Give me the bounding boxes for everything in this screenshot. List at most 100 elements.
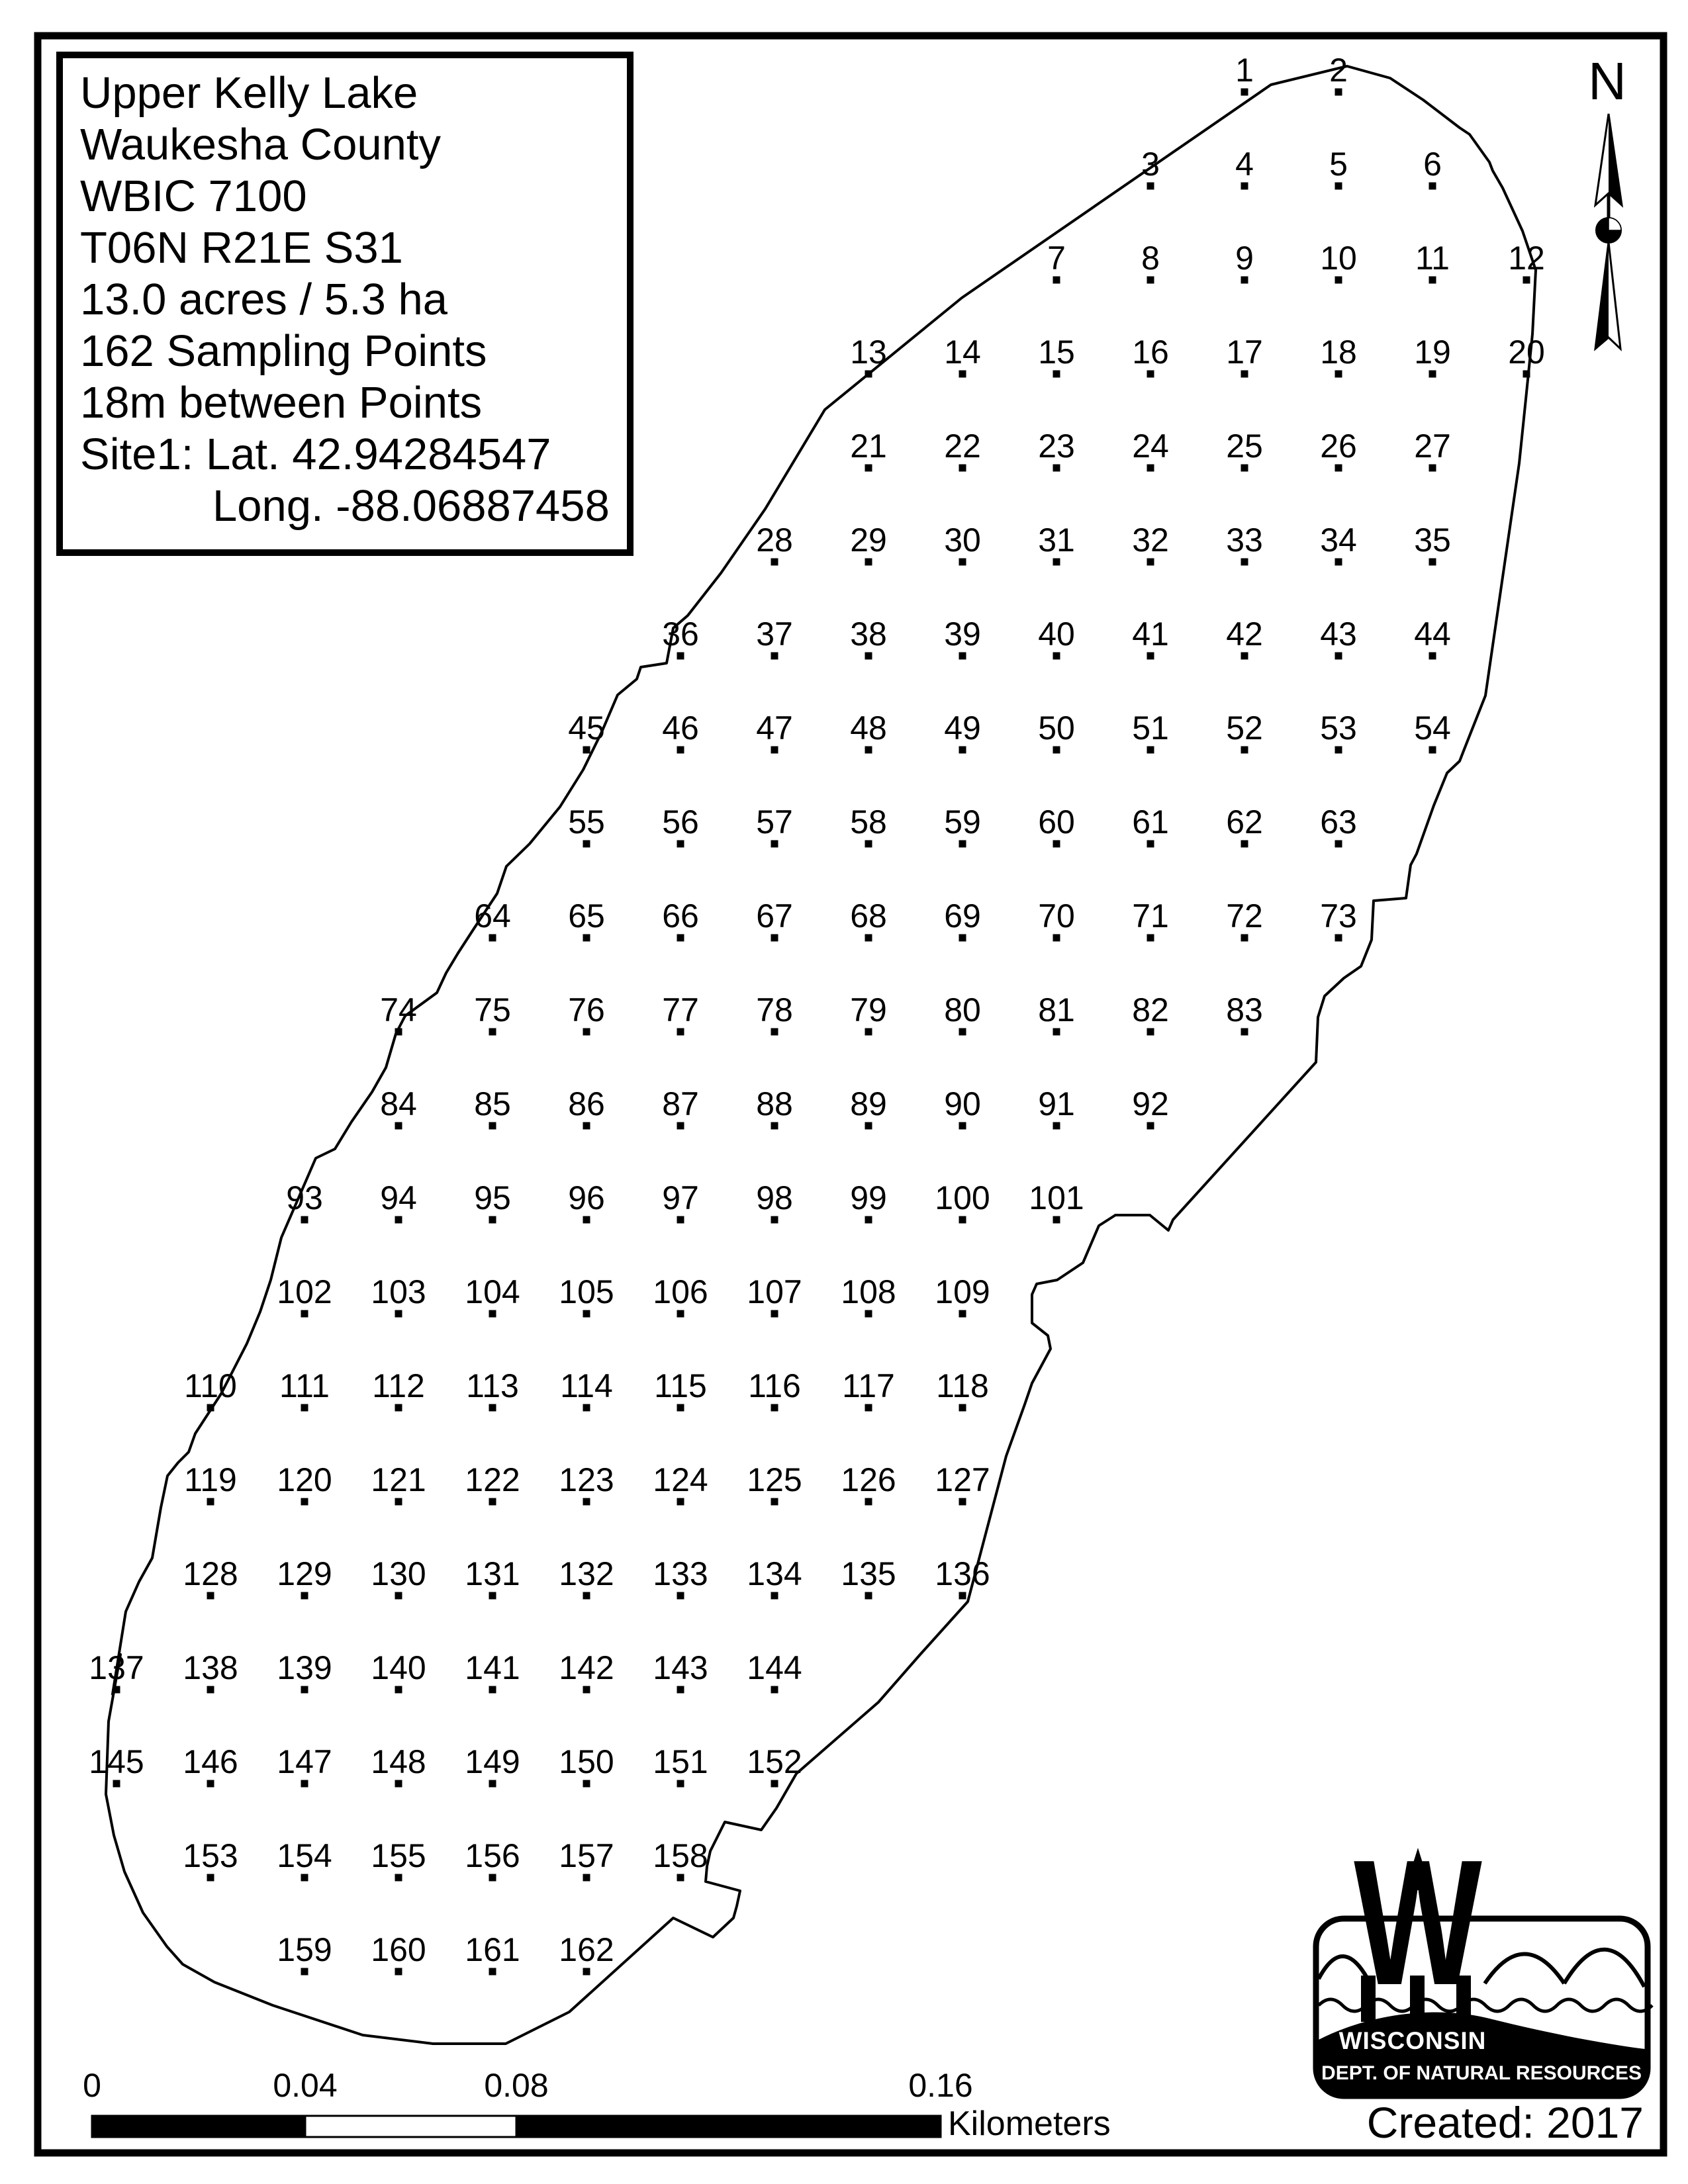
sampling-point-number: 79 — [850, 991, 887, 1028]
sampling-point-dot — [677, 1310, 684, 1318]
sampling-point-number: 50 — [1038, 709, 1075, 747]
sampling-point-number: 105 — [559, 1273, 614, 1310]
sampling-point-number: 153 — [183, 1837, 238, 1874]
sampling-point: 84 — [380, 1085, 417, 1130]
kilometers-label: Kilometers — [948, 2105, 1111, 2143]
dnr-logo-trunk — [1361, 1976, 1376, 2022]
sampling-point: 46 — [662, 709, 699, 754]
sampling-point-dot — [1147, 370, 1154, 378]
sampling-point-number: 119 — [184, 1461, 237, 1498]
sampling-point-dot — [301, 1686, 308, 1694]
sampling-point-number: 7 — [1047, 240, 1066, 277]
title-line: Site1: Lat. 42.94284547 — [80, 430, 551, 479]
sampling-point: 37 — [756, 615, 793, 660]
sampling-point-dot — [489, 1404, 496, 1412]
sampling-point-number: 19 — [1414, 334, 1451, 371]
sampling-point: 57 — [756, 803, 793, 848]
sampling-point-dot — [959, 652, 966, 660]
sampling-point-number: 5 — [1329, 146, 1348, 183]
sampling-point-number: 65 — [568, 897, 605, 934]
sampling-point: 47 — [756, 709, 793, 754]
sampling-point-dot — [1053, 1122, 1060, 1130]
sampling-point-dot — [489, 1968, 496, 1976]
sampling-point-number: 103 — [371, 1273, 426, 1310]
sampling-point-dot — [771, 1498, 778, 1506]
sampling-point-number: 38 — [850, 615, 887, 653]
dnr-logo-trunk — [1410, 1976, 1425, 2022]
sampling-point: 70 — [1038, 897, 1075, 942]
sampling-point-dot — [1523, 276, 1530, 284]
sampling-point-number: 125 — [747, 1461, 802, 1498]
sampling-point: 81 — [1038, 991, 1075, 1036]
sampling-point-number: 29 — [850, 522, 887, 559]
sampling-point: 64 — [474, 897, 511, 942]
scale-bar-labels: 0 0.04 0.08 0.16 — [83, 2067, 973, 2104]
sampling-point: 12 — [1508, 240, 1545, 284]
sampling-point-dot — [1335, 464, 1342, 472]
sampling-point: 62 — [1226, 803, 1263, 848]
sampling-point-dot — [771, 1686, 778, 1694]
sampling-point: 7 — [1047, 240, 1066, 284]
sampling-point: 96 — [568, 1179, 605, 1224]
sampling-point-number: 63 — [1320, 803, 1357, 841]
sampling-point: 66 — [662, 897, 699, 942]
sampling-point-dot — [395, 1028, 402, 1036]
sampling-point: 132 — [559, 1555, 614, 1600]
sampling-point-number: 61 — [1132, 803, 1169, 841]
sampling-point-number: 16 — [1132, 334, 1169, 371]
sampling-point-dot — [1147, 1028, 1154, 1036]
sampling-point: 125 — [747, 1461, 802, 1506]
sampling-point-dot — [395, 1310, 402, 1318]
title-line: 13.0 acres / 5.3 ha — [80, 275, 447, 324]
sampling-point: 139 — [277, 1649, 332, 1694]
sampling-point: 45 — [568, 709, 605, 754]
sampling-point: 38 — [850, 615, 887, 660]
sampling-point: 160 — [371, 1931, 426, 1976]
sampling-point-number: 91 — [1038, 1085, 1075, 1122]
sampling-point-dot — [771, 558, 778, 566]
sampling-point-dot — [771, 1028, 778, 1036]
sampling-point-dot — [865, 558, 872, 566]
sampling-point-number: 87 — [662, 1085, 699, 1122]
sampling-point-number: 135 — [841, 1555, 896, 1592]
sampling-point-number: 2 — [1329, 52, 1348, 89]
sampling-point-number: 57 — [756, 803, 793, 841]
sampling-point-dot — [959, 1592, 966, 1600]
sampling-point: 122 — [465, 1461, 520, 1506]
sampling-point: 25 — [1226, 428, 1263, 472]
sampling-point-number: 4 — [1235, 146, 1254, 183]
sampling-point: 1 — [1235, 52, 1254, 96]
sampling-point: 61 — [1132, 803, 1169, 848]
sampling-point-number: 40 — [1038, 615, 1075, 653]
sampling-point-dot — [301, 1874, 308, 1882]
sampling-point: 31 — [1038, 522, 1075, 566]
sampling-point-number: 152 — [747, 1743, 802, 1780]
sampling-point-number: 148 — [371, 1743, 426, 1780]
sampling-point: 10 — [1320, 240, 1357, 284]
sampling-point: 137 — [89, 1649, 144, 1694]
sampling-point: 71 — [1132, 897, 1169, 942]
wisconsin-label: WISCONSIN — [1339, 2027, 1487, 2054]
sampling-point-number: 140 — [371, 1649, 426, 1686]
sampling-point-number: 117 — [842, 1367, 895, 1404]
sampling-point-dot — [959, 464, 966, 472]
sampling-point-dot — [301, 1592, 308, 1600]
sampling-point-dot — [1053, 1028, 1060, 1036]
sampling-point: 126 — [841, 1461, 896, 1506]
sampling-point: 79 — [850, 991, 887, 1036]
sampling-point: 157 — [559, 1837, 614, 1882]
title-line: 162 Sampling Points — [80, 326, 487, 376]
sampling-point-dot — [865, 746, 872, 754]
sampling-point-dot — [1147, 276, 1154, 284]
sampling-point: 88 — [756, 1085, 793, 1130]
sampling-point-dot — [301, 1404, 308, 1412]
sampling-point-dot — [583, 1122, 590, 1130]
sampling-point-number: 107 — [747, 1273, 802, 1310]
sampling-point-dot — [677, 840, 684, 848]
sampling-point-dot — [301, 1780, 308, 1788]
sampling-point-dot — [395, 1216, 402, 1224]
sampling-point-number: 122 — [465, 1461, 520, 1498]
sampling-point-dot — [301, 1310, 308, 1318]
sampling-point-number: 31 — [1038, 522, 1075, 559]
sampling-point: 67 — [756, 897, 793, 942]
